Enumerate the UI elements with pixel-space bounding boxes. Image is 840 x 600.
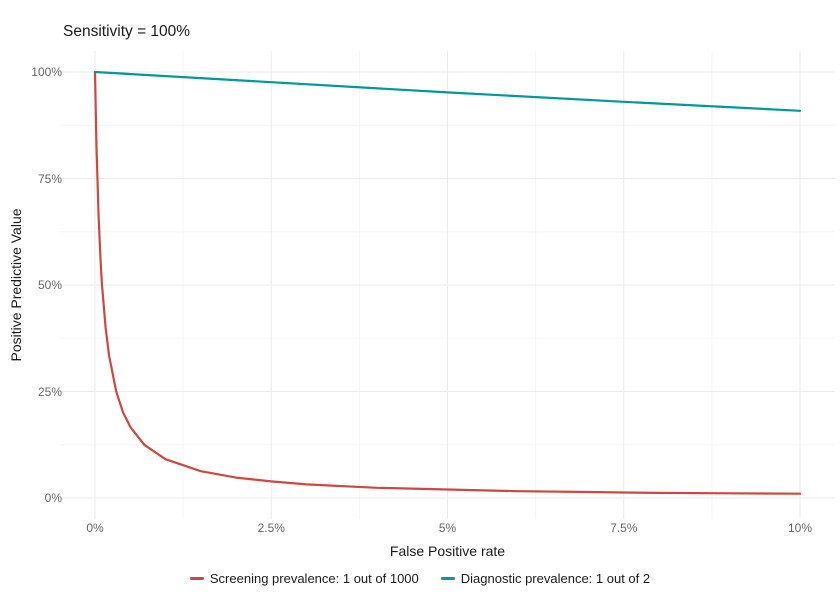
x-tick-label: 0% [86, 521, 104, 535]
x-axis-title: False Positive rate [389, 543, 506, 559]
legend-item-screening: Screening prevalence: 1 out of 1000 [189, 571, 419, 586]
x-tick-label: 2.5% [257, 521, 285, 535]
legend-label-screening: Screening prevalence: 1 out of 1000 [209, 571, 419, 586]
plot-title: Sensitivity = 100% [63, 23, 191, 40]
y-tick-label: 50% [37, 278, 62, 292]
y-tick-label: 75% [37, 171, 62, 186]
y-tick-label: 25% [37, 384, 62, 399]
series-line-diagnostic [93, 70, 802, 112]
legend-label-diagnostic: Diagnostic prevalence: 1 out of 2 [460, 571, 651, 586]
legend-key-diagnostic-line [440, 577, 455, 580]
legend-key-screening-line [189, 577, 204, 580]
y-tick-label: 0% [44, 491, 62, 505]
x-tick-label: 7.5% [610, 521, 638, 535]
legend: Screening prevalence: 1 out of 1000 Diag… [0, 571, 840, 586]
y-tick-label: 100% [31, 65, 62, 79]
x-tick-label: 10% [787, 521, 813, 535]
series-line-screening [93, 70, 802, 495]
x-tick-label: 5% [438, 521, 457, 535]
legend-item-diagnostic: Diagnostic prevalence: 1 out of 2 [440, 571, 651, 586]
